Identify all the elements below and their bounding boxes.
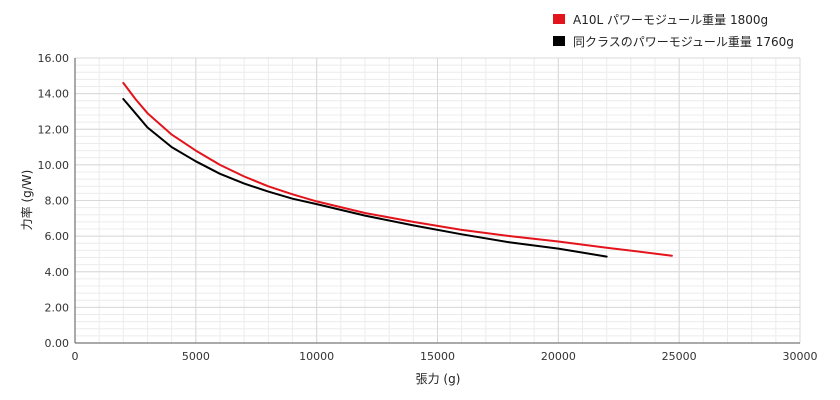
- legend: A10L パワーモジュール重量 1800g 同クラスのパワーモジュール重量 176…: [553, 13, 794, 49]
- y-tick-label: 16.00: [38, 52, 70, 65]
- series-group: [122, 81, 673, 258]
- x-axis-title: 張力 (g): [416, 372, 461, 386]
- y-axis-title: 力率 (g/W): [19, 170, 34, 231]
- grid: [74, 57, 801, 344]
- x-tick-label: 15000: [420, 350, 455, 363]
- series-line-2: [122, 98, 608, 258]
- y-tick-label: 10.00: [38, 159, 70, 172]
- legend-swatch-1: [553, 14, 565, 24]
- x-tick-label: 25000: [662, 350, 697, 363]
- y-tick-label: 6.00: [45, 230, 70, 243]
- x-tick-label: 30000: [783, 350, 818, 363]
- y-tick-label: 8.00: [45, 195, 70, 208]
- axes: 0.00 2.00 4.00 6.00 8.00 10.00 12.00 14.00 16.00…: [38, 52, 818, 363]
- y-tick-label: 12.00: [38, 123, 70, 136]
- x-tick-label: 5000: [182, 350, 210, 363]
- y-tick-label: 0.00: [45, 337, 70, 350]
- series-line-1: [122, 81, 673, 257]
- y-tick-label: 14.00: [38, 88, 70, 101]
- legend-swatch-2: [553, 36, 565, 46]
- x-tick-label: 10000: [299, 350, 334, 363]
- y-tick-label: 4.00: [45, 266, 70, 279]
- x-tick-label: 0: [72, 350, 79, 363]
- x-tick-label: 20000: [541, 350, 576, 363]
- y-tick-label: 2.00: [45, 301, 70, 314]
- legend-label-1: A10L パワーモジュール重量 1800g: [573, 13, 768, 27]
- legend-label-2: 同クラスのパワーモジュール重量 1760g: [573, 35, 794, 49]
